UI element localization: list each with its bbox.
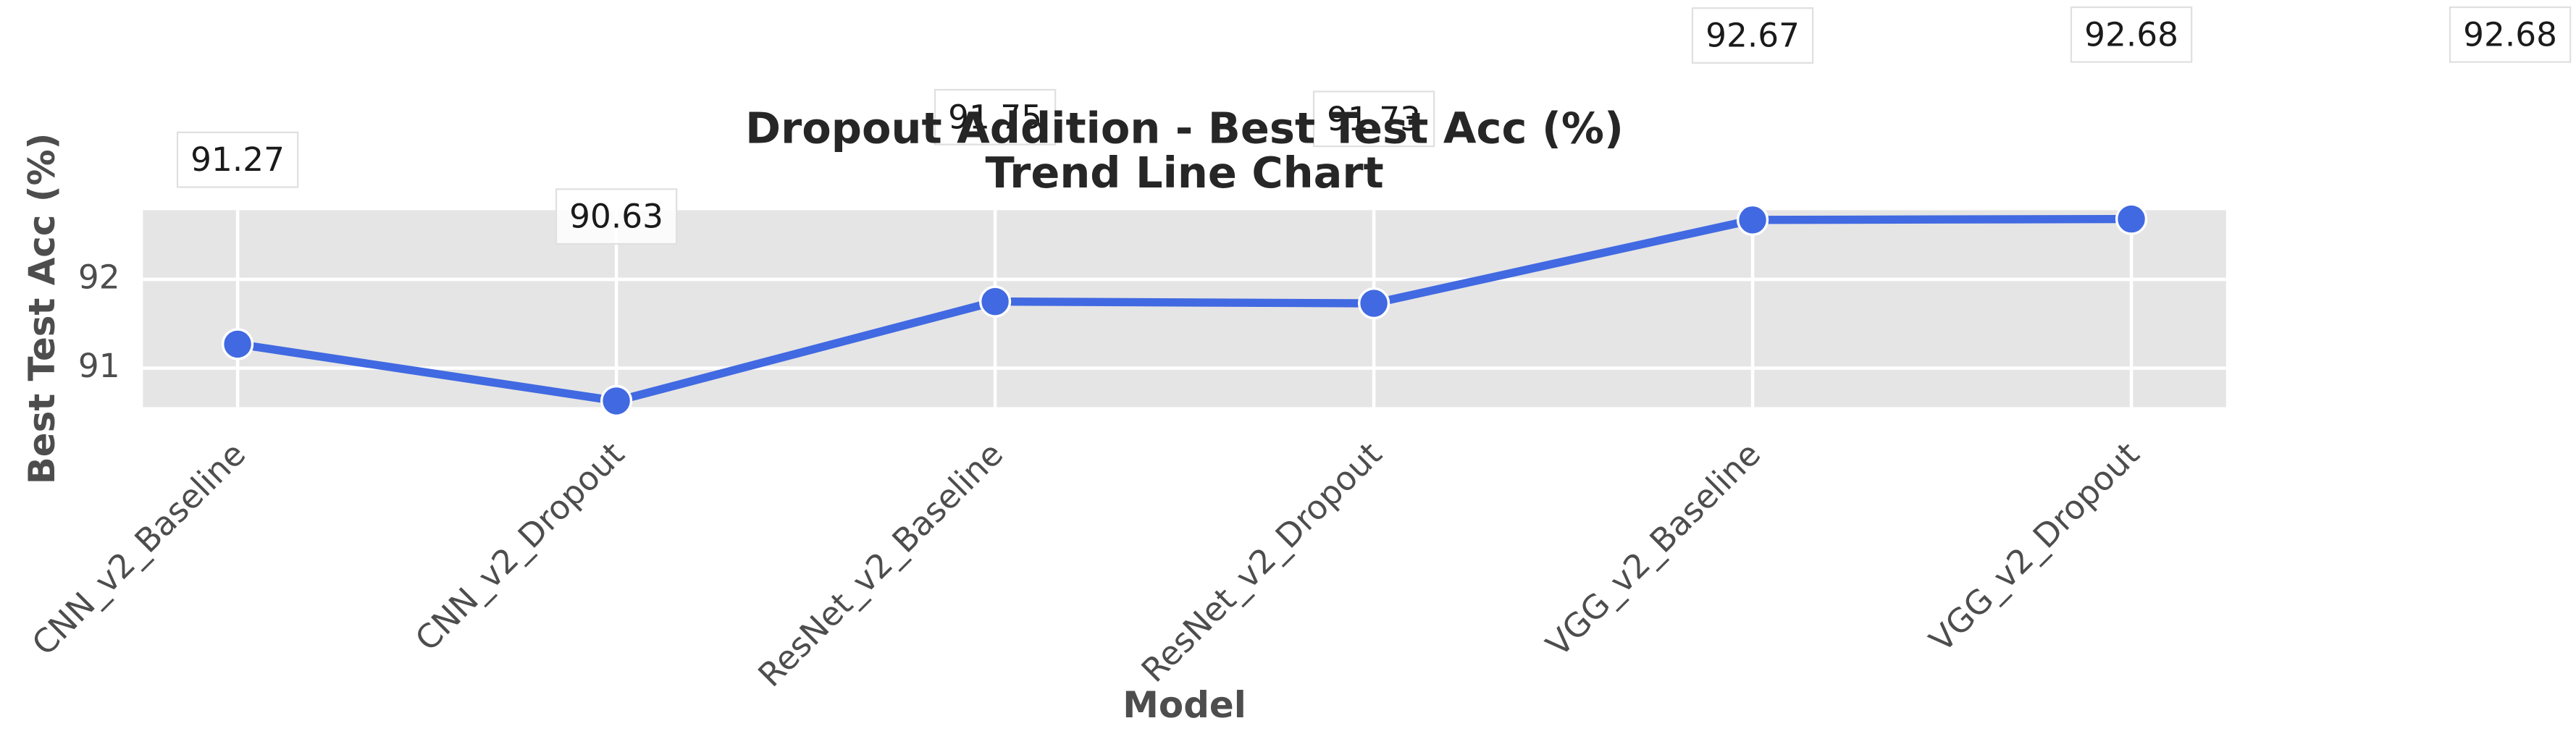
x-tick-label: VGG_v2_Baseline [1539,435,1769,664]
chart-title: Dropout Addition - Best Test Acc (%) [745,104,1624,153]
data-label-box [934,88,1057,145]
x-axis-label: Model [1123,684,1246,726]
marker [221,328,254,360]
marker [1357,287,1390,320]
y-axis-label: Best Test Acc (%) [21,133,63,485]
marker [2115,203,2148,235]
annotation: 92.68 [2463,15,2557,54]
data-label-box [555,188,678,245]
data-label: 91.73 [1327,100,1421,138]
x-tick-label: VGG_v2_Dropout [1922,435,2147,659]
data-label: 92.68 [2084,15,2178,54]
y-tick-label: 92 [78,258,120,296]
y-tick-label: 91 [78,347,120,385]
x-tick-label: ResNet_v2_Dropout [1134,435,1389,690]
chart-subtitle: Trend Line Chart [985,148,1383,198]
marker [978,285,1012,318]
marker [600,384,633,418]
data-label-box [2449,6,2572,63]
x-tick-label: ResNet_v2_Baseline [751,435,1011,694]
line [237,214,2132,405]
data-label-box [176,131,299,188]
data-label-box [2070,6,2193,63]
marker [1736,203,1769,236]
data-label: 91.27 [190,140,285,179]
plot-background [143,210,2226,408]
x-tick-label: CNN_v2_Dropout [408,435,632,659]
data-label-box [1312,90,1435,148]
data-label: 91.75 [948,98,1042,136]
data-label-box [1691,7,1814,64]
data-label: 92.67 [1706,17,1800,55]
data-labels: 91.27 90.63 91.75 91.73 92.67 92.68 92.68 [176,6,2572,245]
data-label: 90.63 [569,198,663,236]
